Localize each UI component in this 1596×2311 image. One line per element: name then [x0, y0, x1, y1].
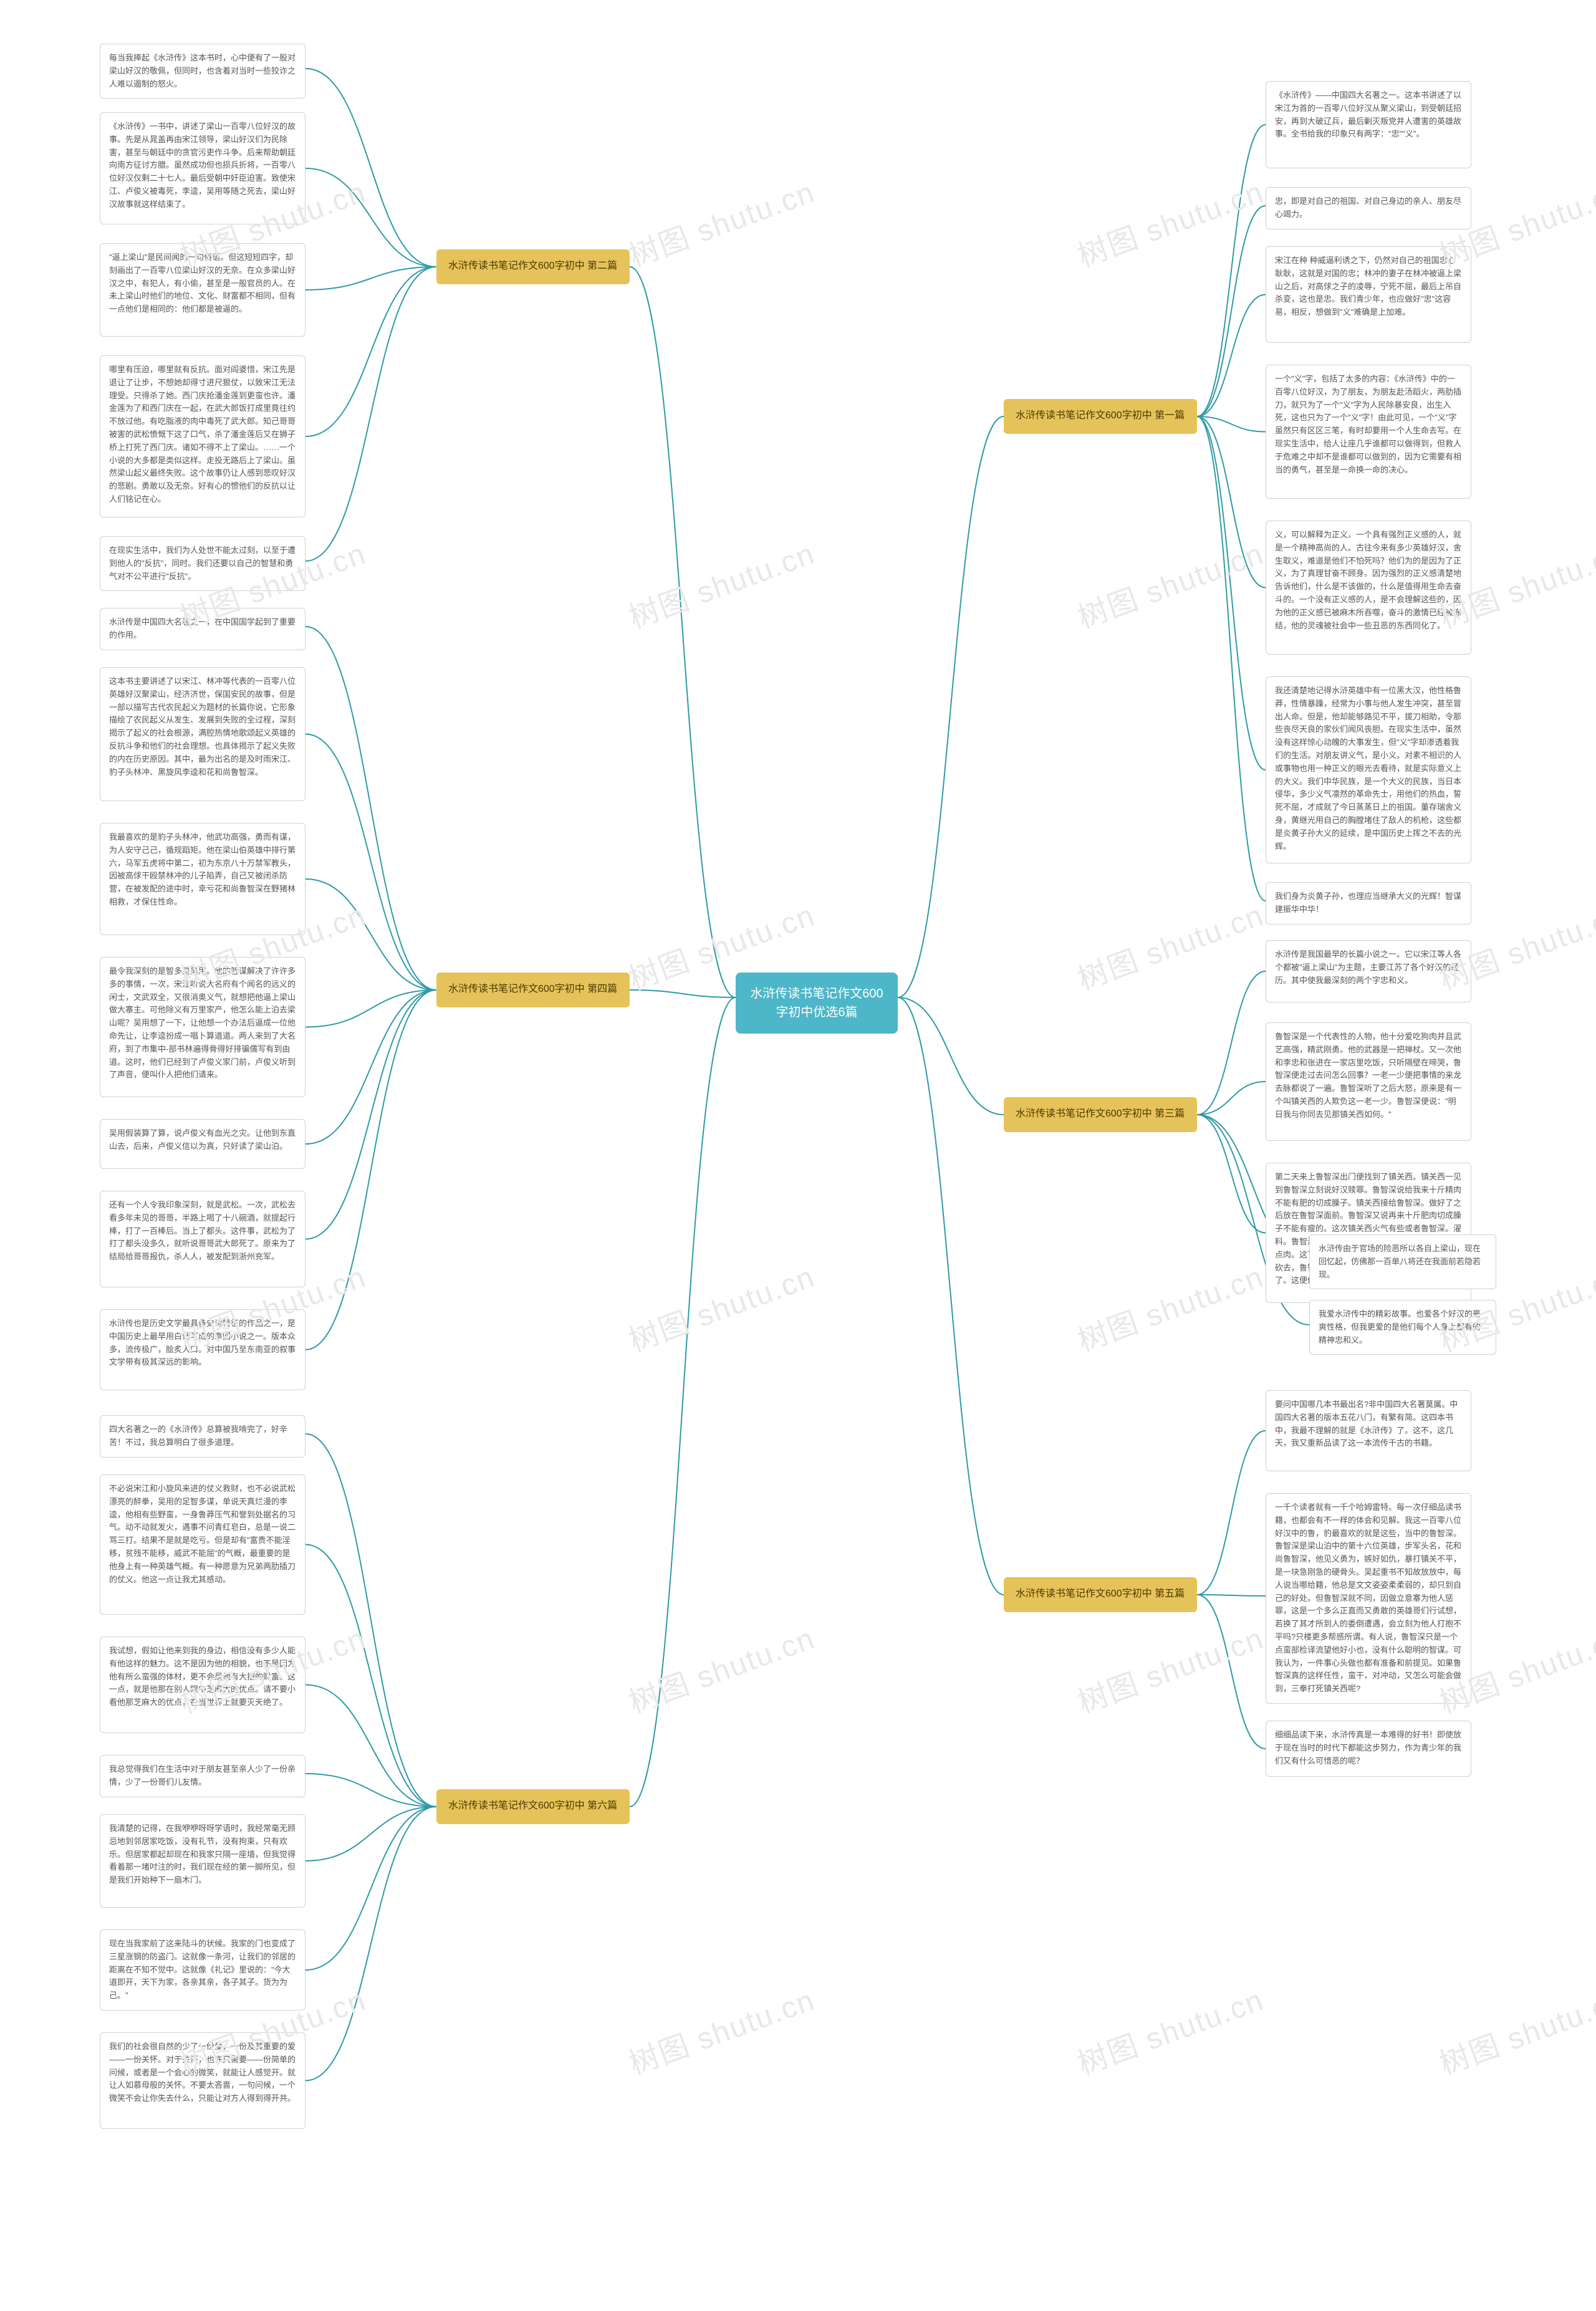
leaf-node: 还有一个人令我印象深刻，就是武松。一次，武松去看多年未见的哥哥，半路上喝了十八碗… [100, 1191, 305, 1287]
watermark: 树图 shutu.cn [1070, 529, 1269, 637]
branch-node: 水浒传读书笔记作文600字初中 第四篇 [436, 973, 630, 1007]
leaf-node: 这本书主要讲述了以宋江、林冲等代表的一百零八位英雄好汉聚梁山，经济济世，保国安民… [100, 667, 305, 801]
leaf-node: 我清楚的记得，在我咿咿呀呀学语时，我经常毫无顾忌地到邻居家吃饭，没有礼节，没有拘… [100, 1814, 305, 1908]
branch-node: 水浒传读书笔记作文600字初中 第五篇 [1004, 1577, 1197, 1612]
center-node: 水浒传读书笔记作文600字初中优选6篇 [736, 973, 898, 1034]
leaf-node: 鲁智深是一个代表性的人物，他十分爱吃狗肉并且武艺高强，精武刚勇。他的武器是一把禅… [1266, 1022, 1471, 1141]
leaf-node: 我们的社会很自然的少了一份爱，一份及其重要的爱——一份关怀。对于关怀，也许只需要… [100, 2032, 305, 2129]
watermark: 树图 shutu.cn [622, 1614, 820, 1722]
leaf-node: 我爱水浒传中的精彩故事。也爱各个好汉的豪爽性格，但我更爱的是他们每个人身上都有的… [1309, 1300, 1496, 1355]
branch-node: 水浒传读书笔记作文600字初中 第六篇 [436, 1789, 630, 1824]
watermark: 树图 shutu.cn [1070, 891, 1269, 999]
leaf-node: 哪里有压迫，哪里就有反抗。面对阎婆惜，宋江先是退让了让步，不想她却得寸进尺狠仗，… [100, 355, 305, 517]
branch-node: 水浒传读书笔记作文600字初中 第一篇 [1004, 399, 1197, 434]
watermark: 树图 shutu.cn [622, 1252, 820, 1360]
leaf-node: 忠，即是对自己的祖国、对自己身边的亲人、朋友尽心竭力。 [1266, 187, 1471, 229]
leaf-node: 在现实生活中，我们为人处世不能太过刻，以至于遭到他人的"反抗"，同时。我们还要以… [100, 536, 305, 591]
leaf-node: 宋江在种 种威逼利诱之下，仍然对自己的祖国忠心耿耿，这就是对国的忠；林冲的妻子在… [1266, 246, 1471, 343]
leaf-node: 一千个读者就有一千个哈姆雷特。每一次仔细品读书籍，也都会有不一样的体会和见解。我… [1266, 1493, 1471, 1704]
leaf-node: 水浒传由于官场的险恶所以各自上梁山，现在回忆起，仿佛那一百单八将还在我面前若隐若… [1309, 1234, 1496, 1289]
watermark: 树图 shutu.cn [1432, 1976, 1596, 2083]
leaf-node: 不必说宋江和小旋风来进的仗义救财，也不必说武松漂亮的醉拳，吴用的足智多谋，单说天… [100, 1474, 305, 1615]
leaf-node: 每当我捧起《水浒传》这本书时，心中便有了一股对梁山好汉的敬佩，但同时，也含着对当… [100, 44, 305, 98]
watermark: 树图 shutu.cn [622, 1976, 820, 2083]
watermark: 树图 shutu.cn [622, 529, 820, 637]
watermark: 树图 shutu.cn [622, 168, 820, 276]
leaf-node: 细细品读下来，水浒传真是一本难得的好书！即使放于现在当时的时代下都能这步努力，作… [1266, 1721, 1471, 1777]
leaf-node: 要问中国哪几本书最出名?非中国四大名著莫属。中国四大名著的版本五花八门，有繁有简… [1266, 1390, 1471, 1471]
leaf-node: 吴用假装算了算，说卢俊义有血光之灾。让他到东直山去，后来，卢俊义信以为真，只好读… [100, 1119, 305, 1169]
leaf-node: 现在当我家前了这来陆斗的状候。我家的门也变成了三星涨钢的防盗门。这就像一条河，让… [100, 1929, 305, 2011]
leaf-node: 《水浒传》一书中，讲述了梁山一百零八位好汉的故事。先是从晁盖再由宋江领导，梁山好… [100, 112, 305, 224]
leaf-node: "逼上梁山"是民间闻的一句俗语。但这短短四字，却刻画出了一百零八位梁山好汉的无奈… [100, 243, 305, 337]
leaf-node: 《水浒传》——中国四大名著之一。这本书讲述了以宋江为首的一百零八位好汉从聚义梁山… [1266, 81, 1471, 168]
leaf-node: 我最喜欢的是豹子头林冲，他武功高强，勇而有谋，为人安守己己，循规蹈矩。他在梁山伯… [100, 823, 305, 935]
leaf-node: 水浒传也是历史文学最具备史诗特征的作品之一，是中国历史上最早用白话写成的章回小说… [100, 1309, 305, 1390]
leaf-node: 最令我深刻的是智多星吴用。他的智谋解决了许许多多的事情，一次，宋江听说大名府有个… [100, 957, 305, 1097]
leaf-node: 一个"义"字，包括了太多的内容：《水浒传》中的一百零八位好汉，为了朋友，为朋友赴… [1266, 365, 1471, 499]
watermark: 树图 shutu.cn [1070, 1252, 1269, 1360]
watermark: 树图 shutu.cn [1070, 1976, 1269, 2083]
leaf-node: 我们身为炎黄子孙，也理应当继承大义的光辉！智谋建振华中华！ [1266, 882, 1471, 925]
leaf-node: 我试想，假如让他来到我的身边，相信没有多少人能有他这样的魅力。这不是因为他的相貌… [100, 1636, 305, 1733]
leaf-node: 水浒传是我国最早的长篇小说之一。它以宋江等人各个都被"逼上梁山"为主题，主要江苏… [1266, 940, 1471, 1002]
watermark: 树图 shutu.cn [1070, 1614, 1269, 1722]
leaf-node: 我还清楚地记得水浒英雄中有一位黑大汉，他性格鲁莽，性情暴躁，经常为小事与他人发生… [1266, 676, 1471, 863]
branch-node: 水浒传读书笔记作文600字初中 第二篇 [436, 249, 630, 284]
watermark: 树图 shutu.cn [1070, 168, 1269, 276]
leaf-node: 我总觉得我们在生活中对于朋友甚至亲人少了一份亲情，少了一份哥们儿友情。 [100, 1755, 305, 1797]
leaf-node: 四大名著之一的《水浒传》总算被我啃完了，好辛苦！不过，我总算明白了很多道理。 [100, 1415, 305, 1458]
leaf-node: 水浒传是中国四大名著之一，在中国国学起到了重要的作用。 [100, 608, 305, 650]
branch-node: 水浒传读书笔记作文600字初中 第三篇 [1004, 1097, 1197, 1132]
leaf-node: 义，可以解释为正义。一个具有强烈正义感的人，就是一个精神高尚的人。古往今来有多少… [1266, 521, 1471, 655]
